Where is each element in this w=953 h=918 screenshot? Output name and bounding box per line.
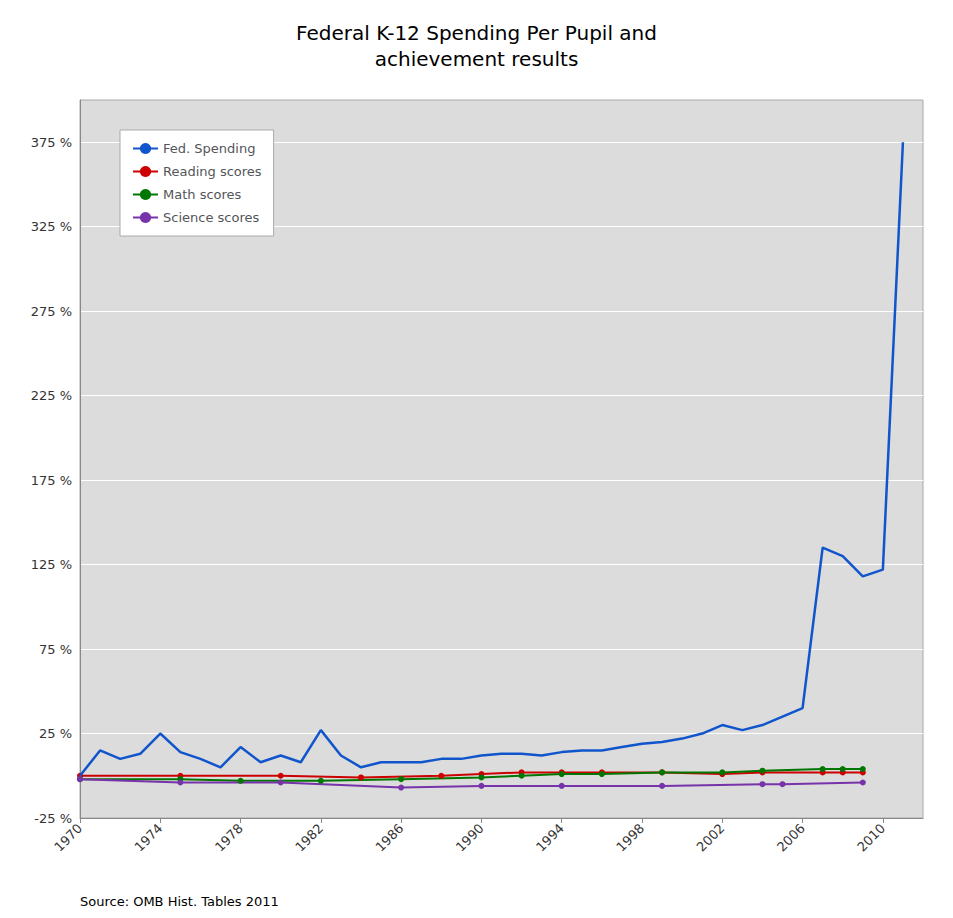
svg-text:1978: 1978 <box>212 821 246 855</box>
svg-text:225 %: 225 % <box>31 388 72 403</box>
svg-text:2006: 2006 <box>774 821 808 855</box>
svg-text:1994: 1994 <box>533 821 567 855</box>
svg-text:325 %: 325 % <box>31 219 72 234</box>
svg-text:2010: 2010 <box>854 821 888 855</box>
svg-text:Science scores: Science scores <box>163 210 259 225</box>
svg-text:Source: OMB Hist. Tables 2011: Source: OMB Hist. Tables 2011 <box>80 894 279 909</box>
svg-text:1970: 1970 <box>51 821 85 855</box>
svg-text:Fed. Spending: Fed. Spending <box>163 141 255 156</box>
svg-text:175 %: 175 % <box>31 473 72 488</box>
svg-text:275 %: 275 % <box>31 304 72 319</box>
svg-text:Reading scores: Reading scores <box>163 164 262 179</box>
svg-text:achievement results: achievement results <box>375 47 579 71</box>
svg-text:Math scores: Math scores <box>163 187 242 202</box>
svg-text:75 %: 75 % <box>39 642 72 657</box>
svg-text:1974: 1974 <box>132 821 166 855</box>
svg-text:1998: 1998 <box>613 821 647 855</box>
svg-text:1990: 1990 <box>453 821 487 855</box>
svg-text:2002: 2002 <box>694 821 728 855</box>
svg-text:1986: 1986 <box>372 821 406 855</box>
svg-text:-25 %: -25 % <box>34 811 72 826</box>
svg-text:1982: 1982 <box>292 821 326 855</box>
svg-text:375 %: 375 % <box>31 135 72 150</box>
svg-text:125 %: 125 % <box>31 557 72 572</box>
svg-text:25 %: 25 % <box>39 726 72 741</box>
svg-text:Federal K-12 Spending Per Pupi: Federal K-12 Spending Per Pupil and <box>296 21 657 45</box>
